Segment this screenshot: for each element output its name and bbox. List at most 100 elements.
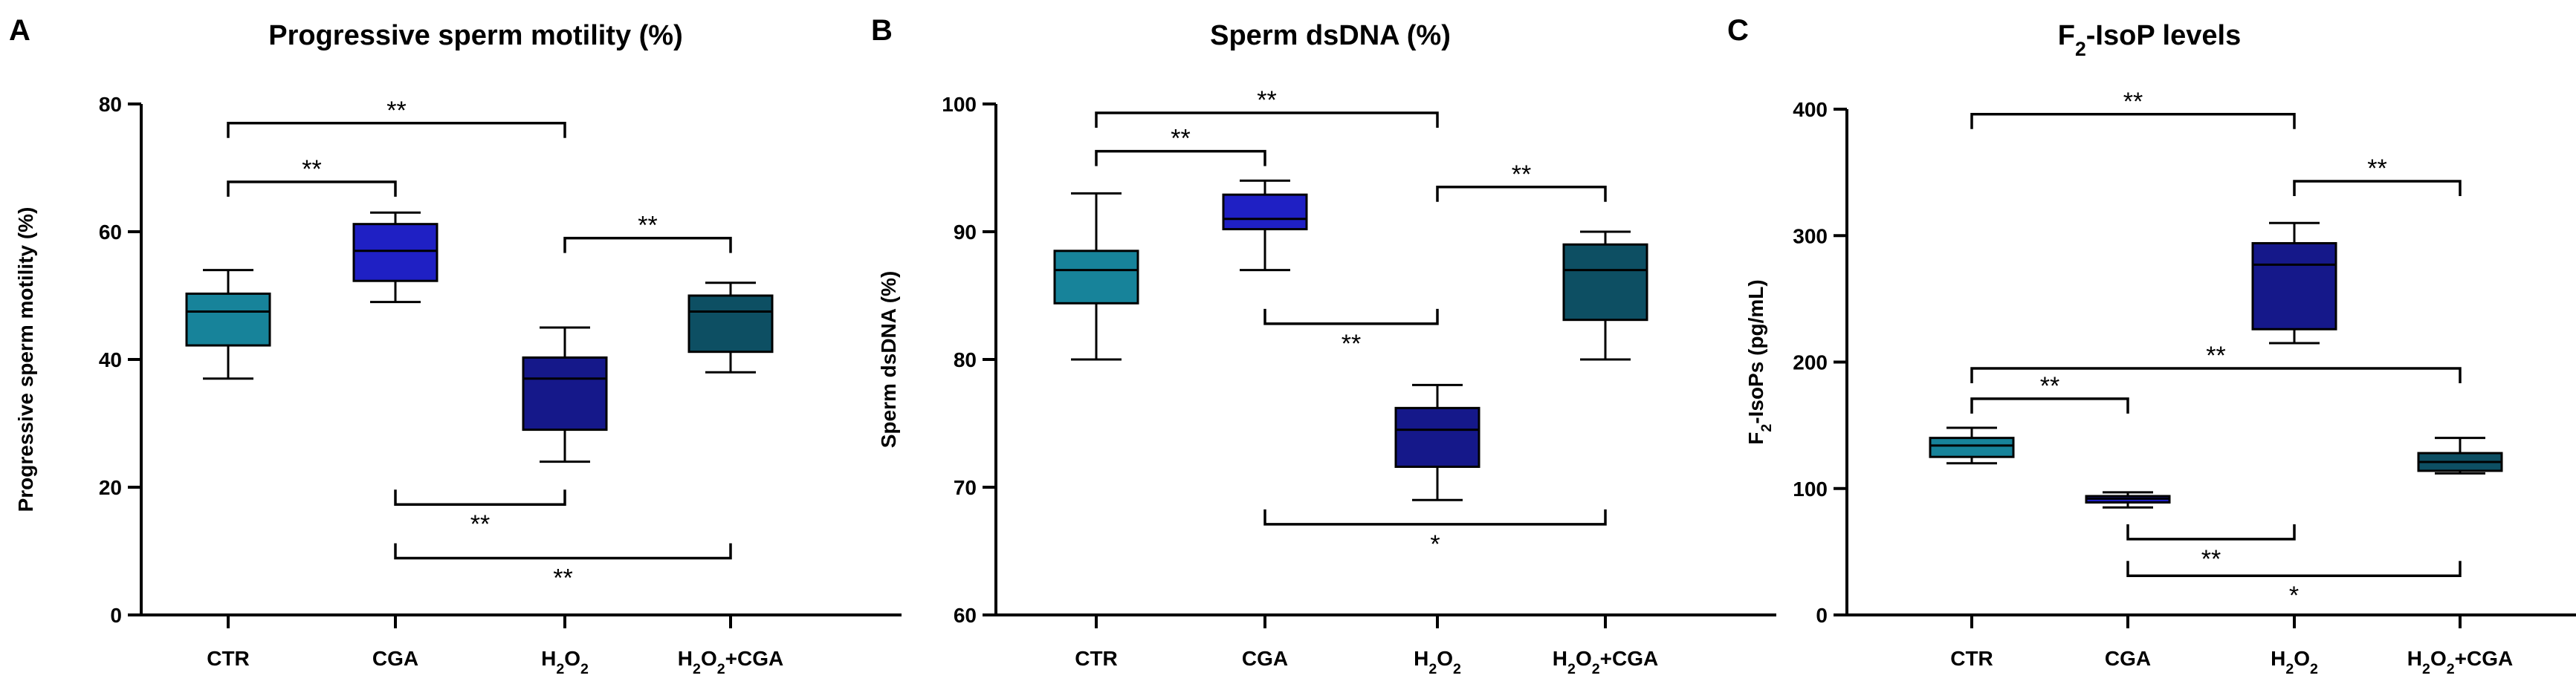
y-axis-label: Sperm dsDNA (%) bbox=[877, 271, 900, 449]
significance-label: ** bbox=[553, 564, 572, 592]
significance-label: ** bbox=[470, 510, 490, 538]
bracket-line bbox=[394, 543, 732, 560]
significance-label: ** bbox=[386, 97, 406, 125]
box-cga bbox=[352, 211, 438, 304]
significance-label: ** bbox=[1171, 125, 1190, 153]
significance-bracket: ** bbox=[227, 155, 397, 197]
y-tick-label: 100 bbox=[1793, 478, 1828, 501]
bracket-line bbox=[1095, 149, 1266, 166]
significance-bracket: ** bbox=[1970, 372, 2129, 414]
box-cga bbox=[1222, 179, 1308, 272]
y-tick-label: 100 bbox=[942, 93, 977, 116]
bracket-line bbox=[1263, 308, 1439, 325]
significance-bracket: ** bbox=[2126, 524, 2296, 573]
panel-letter-c: C bbox=[1727, 14, 1749, 47]
bracket-line bbox=[1263, 509, 1607, 526]
y-tick-label: 300 bbox=[1793, 224, 1828, 247]
box-iqr bbox=[352, 223, 438, 282]
x-tick-label: CGA bbox=[1242, 647, 1288, 670]
y-axis-label: Progressive sperm motility (%) bbox=[14, 207, 37, 512]
significance-label: * bbox=[1430, 530, 1440, 559]
y-tick-label: 60 bbox=[99, 221, 122, 244]
x-tick-label: CGA bbox=[2105, 647, 2151, 670]
bracket-line bbox=[2293, 180, 2462, 197]
x-tick-label: H2O2 bbox=[1414, 647, 1461, 677]
chart-title: F2-IsoP levels bbox=[2058, 20, 2241, 60]
box-h2o2-cga bbox=[687, 281, 774, 374]
box-iqr bbox=[1053, 250, 1139, 305]
box-iqr bbox=[687, 294, 774, 354]
bracket-line bbox=[2126, 524, 2296, 541]
bracket-line bbox=[227, 122, 566, 138]
y-tick-label: 0 bbox=[1816, 604, 1828, 627]
box-h2o2 bbox=[522, 326, 608, 463]
box-iqr bbox=[1222, 193, 1308, 231]
chart-title: Progressive sperm motility (%) bbox=[268, 20, 683, 51]
y-axis-label: F2-IsoPs (pg/mL) bbox=[1744, 279, 1775, 444]
y-tick-label: 20 bbox=[99, 476, 122, 499]
significance-bracket: ** bbox=[1095, 125, 1266, 166]
x-tick-label: H2O2 bbox=[2271, 647, 2318, 677]
y-tick-label: 200 bbox=[1793, 351, 1828, 374]
box-iqr bbox=[522, 356, 608, 432]
box-iqr bbox=[1394, 406, 1480, 468]
x-tick-label: CTR bbox=[1950, 647, 1993, 670]
significance-bracket: ** bbox=[2293, 154, 2462, 197]
significance-bracket: ** bbox=[563, 212, 732, 253]
significance-bracket: ** bbox=[1970, 88, 2296, 129]
y-tick-label: 90 bbox=[954, 221, 977, 244]
significance-label: ** bbox=[1257, 86, 1276, 114]
significance-bracket: ** bbox=[394, 489, 566, 538]
significance-label: * bbox=[2289, 582, 2299, 610]
significance-label: ** bbox=[2201, 545, 2221, 573]
y-tick-label: 70 bbox=[954, 476, 977, 499]
bracket-line bbox=[394, 489, 566, 506]
significance-label: ** bbox=[2367, 154, 2386, 183]
chart-title: Sperm dsDNA (%) bbox=[1210, 20, 1451, 51]
significance-label: ** bbox=[1342, 330, 1361, 358]
significance-label: ** bbox=[2206, 342, 2225, 370]
significance-bracket: ** bbox=[394, 543, 732, 592]
y-tick-label: 80 bbox=[954, 348, 977, 371]
significance-label: ** bbox=[302, 155, 321, 183]
x-tick-label: CTR bbox=[207, 647, 250, 670]
box-ctr bbox=[1053, 192, 1139, 361]
box-ctr bbox=[185, 269, 271, 380]
bracket-line bbox=[563, 236, 732, 253]
panel-a: Progressive sperm motility (%) Progressiv… bbox=[14, 20, 902, 677]
bracket-line bbox=[1970, 397, 2129, 414]
significance-bracket: ** bbox=[1436, 160, 1607, 202]
y-tick-label: 400 bbox=[1793, 98, 1828, 121]
box-iqr bbox=[2251, 241, 2337, 331]
x-tick-label: CTR bbox=[1075, 647, 1118, 670]
y-tick-label: 40 bbox=[99, 348, 122, 371]
panel-letter-a: A bbox=[9, 14, 30, 47]
significance-bracket: ** bbox=[1263, 308, 1439, 358]
x-tick-label: H2O2+CGA bbox=[2407, 647, 2513, 677]
y-tick-label: 80 bbox=[99, 93, 122, 116]
significance-label: ** bbox=[1512, 160, 1531, 189]
significance-bracket: * bbox=[2126, 561, 2462, 610]
box-h2o2-cga bbox=[1562, 230, 1648, 361]
box-h2o2 bbox=[1394, 383, 1480, 501]
box-cga bbox=[2085, 491, 2171, 509]
bracket-line bbox=[1436, 186, 1607, 202]
bracket-line bbox=[227, 180, 397, 197]
box-iqr bbox=[1562, 243, 1648, 322]
x-tick-label: H2O2 bbox=[541, 647, 589, 677]
bracket-line bbox=[1095, 111, 1439, 128]
panel-b: Sperm dsDNA (%) Sperm dsDNA (%) 60 70 80 90 10… bbox=[877, 20, 1776, 677]
box-ctr bbox=[1929, 426, 2015, 465]
bracket-line bbox=[1970, 367, 2462, 384]
bracket-line bbox=[1970, 113, 2296, 129]
x-tick-label: CGA bbox=[372, 647, 418, 670]
box-iqr bbox=[1929, 437, 2015, 458]
y-tick-label: 0 bbox=[110, 604, 122, 627]
panel-c: F2-IsoP levels F2-IsoPs (pg/mL) 0 100 200 300… bbox=[1744, 20, 2576, 677]
significance-bracket: ** bbox=[227, 97, 566, 138]
significance-bracket: * bbox=[1263, 509, 1607, 559]
x-tick-label: H2O2+CGA bbox=[1553, 647, 1658, 677]
box-h2o2 bbox=[2251, 221, 2337, 345]
x-tick-label: H2O2+CGA bbox=[678, 647, 783, 677]
